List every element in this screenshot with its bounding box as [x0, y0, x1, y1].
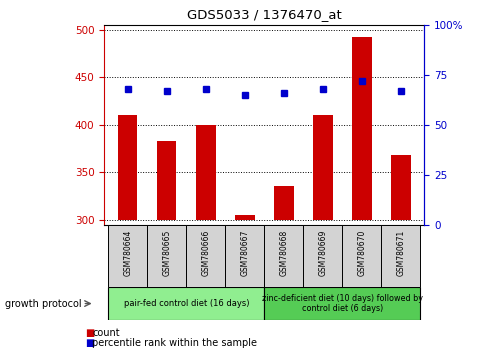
- Text: ■: ■: [85, 338, 94, 348]
- Bar: [186, 225, 225, 287]
- Text: GSM780667: GSM780667: [240, 230, 249, 276]
- Text: count: count: [92, 328, 120, 338]
- Bar: [147, 225, 186, 287]
- Text: GSM780670: GSM780670: [357, 230, 365, 276]
- Text: zinc-deficient diet (10 days) followed by
control diet (6 days): zinc-deficient diet (10 days) followed b…: [261, 294, 422, 313]
- Bar: [273, 186, 293, 220]
- Title: GDS5033 / 1376470_at: GDS5033 / 1376470_at: [186, 8, 341, 21]
- Text: GSM780664: GSM780664: [123, 230, 132, 276]
- Bar: [313, 115, 332, 220]
- Bar: [380, 225, 420, 287]
- Text: GSM780666: GSM780666: [201, 230, 210, 276]
- Bar: [108, 287, 264, 320]
- Text: GSM780665: GSM780665: [162, 230, 171, 276]
- Bar: [118, 115, 137, 220]
- Text: percentile rank within the sample: percentile rank within the sample: [92, 338, 257, 348]
- Text: GSM780669: GSM780669: [318, 230, 327, 276]
- Text: ■: ■: [85, 328, 94, 338]
- Bar: [391, 155, 410, 220]
- Bar: [351, 37, 371, 220]
- Bar: [302, 225, 342, 287]
- Bar: [235, 215, 254, 220]
- Bar: [108, 225, 147, 287]
- Bar: [264, 225, 302, 287]
- Text: growth protocol: growth protocol: [5, 298, 81, 309]
- Bar: [264, 287, 420, 320]
- Bar: [196, 125, 215, 220]
- Text: GSM780671: GSM780671: [395, 230, 405, 276]
- Text: GSM780668: GSM780668: [279, 230, 288, 276]
- Bar: [342, 225, 380, 287]
- Bar: [225, 225, 264, 287]
- Bar: [157, 141, 176, 220]
- Text: pair-fed control diet (16 days): pair-fed control diet (16 days): [123, 299, 248, 308]
